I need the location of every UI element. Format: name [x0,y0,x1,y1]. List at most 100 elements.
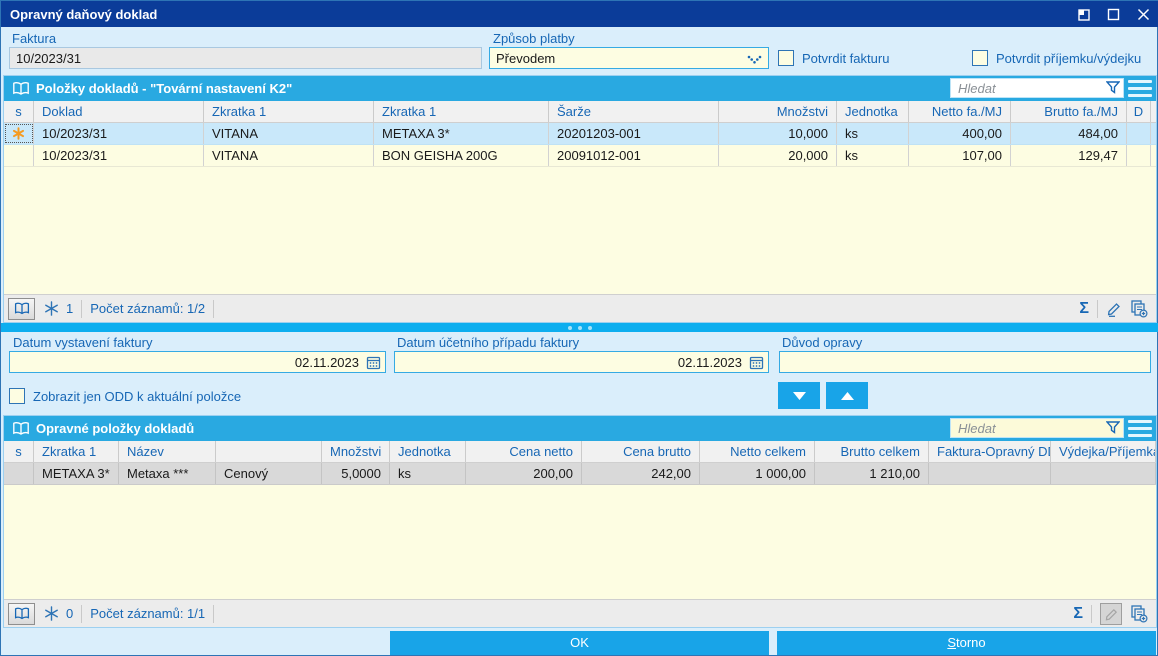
snowflake-icon [44,301,59,316]
calendar-icon[interactable] [749,355,764,373]
cell-mnozstvi[interactable]: 20,000 [719,145,837,166]
cell-mnozstvi[interactable]: 10,000 [719,123,837,144]
cell-jednotka[interactable]: ks [837,145,909,166]
column-header[interactable]: Brutto fa./MJ [1011,101,1127,122]
sum-icon[interactable]: Σ [1073,605,1083,622]
items-column-headers: s Doklad Zkratka 1 Zkratka 1 Šarže Množs… [4,101,1156,123]
cell-jednotka[interactable]: ks [390,463,466,484]
zpusob-platby-combobox[interactable] [489,47,769,69]
column-header[interactable]: Jednotka [390,441,466,462]
datum-uctevniho-value[interactable] [394,351,769,373]
corrective-items-header: Opravné položky dokladů [4,416,1156,441]
grid-menu-icon[interactable] [1128,80,1152,97]
cell-mnozstvi[interactable]: 5,0000 [322,463,390,484]
copy-add-icon[interactable] [1129,300,1148,318]
datum-vystaveni-field[interactable] [9,351,386,373]
cell-cena-brutto[interactable]: 242,00 [582,463,700,484]
cell-doklad[interactable]: 10/2023/31 [34,145,204,166]
cell-netto-celkem[interactable]: 1 000,00 [700,463,815,484]
cell-vydejka[interactable] [1051,463,1156,484]
combobox-dotted-chevron-icon[interactable] [747,53,762,68]
column-header[interactable]: Množstvi [719,101,837,122]
datum-vystaveni-value[interactable] [9,351,386,373]
column-header[interactable]: Doklad [34,101,204,122]
cell-nazev[interactable]: Metaxa *** [119,463,216,484]
filter-icon[interactable] [1105,81,1121,97]
column-header[interactable] [216,441,322,462]
book-view-button[interactable] [8,297,35,320]
cell-doklad[interactable]: 10/2023/31 [34,123,204,144]
cell-brutto-mj[interactable]: 484,00 [1011,123,1127,144]
column-header[interactable]: Brutto celkem [815,441,929,462]
column-header[interactable]: Množstvi [322,441,390,462]
restore-window-icon[interactable] [1073,4,1093,24]
current-record-marker-icon [4,123,34,144]
column-header[interactable]: Zkratka 1 [374,101,549,122]
column-header[interactable]: D [1127,101,1151,122]
corrective-search-input[interactable] [950,418,1124,438]
cell-sarze[interactable]: 20091012-001 [549,145,719,166]
cell-cena-netto[interactable]: 200,00 [466,463,582,484]
close-window-icon[interactable] [1133,4,1153,24]
cell-d[interactable] [1127,145,1151,166]
filter-icon[interactable] [1105,421,1121,437]
table-row[interactable]: 10/2023/31 VITANA BON GEISHA 200G 200910… [4,145,1156,167]
items-status-bar: 1 Počet záznamů: 1/2 Σ [4,294,1156,322]
calendar-icon[interactable] [366,355,381,373]
cell-typ[interactable]: Cenový [216,463,322,484]
column-header[interactable]: Výdejka/Příjemka [1051,441,1156,462]
column-header[interactable]: Zkratka 1 [34,441,119,462]
cell-faktura-odd[interactable] [929,463,1051,484]
datum-uctevniho-label: Datum účetního případu faktury [397,335,580,350]
corrective-search[interactable] [950,418,1124,438]
column-header[interactable]: Zkratka 1 [204,101,374,122]
cell-brutto-celkem[interactable]: 1 210,00 [815,463,929,484]
copy-add-icon[interactable] [1129,605,1148,623]
table-row-selected-inactive[interactable]: METAXA 3* Metaxa *** Cenový 5,0000 ks 20… [4,463,1156,485]
cell-brutto-mj[interactable]: 129,47 [1011,145,1127,166]
column-header[interactable]: Netto fa./MJ [909,101,1011,122]
cell-zkratka1[interactable]: METAXA 3* [34,463,119,484]
faktura-field [9,47,482,69]
splitter-handle[interactable] [1,323,1158,332]
cell-zkratka1b[interactable]: BON GEISHA 200G [374,145,549,166]
move-up-button[interactable] [826,382,868,409]
cell-d[interactable] [1127,123,1151,144]
column-header[interactable]: s [4,101,34,122]
sum-icon[interactable]: Σ [1079,300,1089,317]
zpusob-platby-value[interactable] [489,47,769,69]
column-header[interactable]: Šarže [549,101,719,122]
ok-button[interactable]: OK [390,631,769,655]
items-search[interactable] [950,78,1124,98]
cell-zkratka1[interactable]: VITANA [204,145,374,166]
column-header[interactable]: Faktura-Opravný DD [929,441,1051,462]
edit-pencil-icon[interactable] [1106,301,1122,317]
cell-zkratka1[interactable]: VITANA [204,123,374,144]
zobrazit-odd-checkbox[interactable] [9,388,25,404]
column-header[interactable]: Netto celkem [700,441,815,462]
move-down-button[interactable] [778,382,820,409]
cell-netto-mj[interactable]: 400,00 [909,123,1011,144]
column-header[interactable]: Cena netto [466,441,582,462]
grid-menu-icon[interactable] [1128,420,1152,437]
cell-netto-mj[interactable]: 107,00 [909,145,1011,166]
items-search-input[interactable] [950,78,1124,98]
cell-sarze[interactable]: 20201203-001 [549,123,719,144]
corrective-column-headers: s Zkratka 1 Název Množstvi Jednotka Cena… [4,441,1156,463]
column-header[interactable]: Název [119,441,216,462]
potvrdit-prijemku-checkbox[interactable] [972,50,988,66]
table-row-selected[interactable]: 10/2023/31 VITANA METAXA 3* 20201203-001… [4,123,1156,145]
corrective-items-title: Opravné položky dokladů [36,421,195,436]
cell-jednotka[interactable]: ks [837,123,909,144]
items-grid-panel: Položky dokladů - "Tovární nastavení K2"… [3,75,1157,323]
cell-zkratka1b[interactable]: METAXA 3* [374,123,549,144]
potvrdit-fakturu-checkbox[interactable] [778,50,794,66]
datum-uctevniho-field[interactable] [394,351,769,373]
column-header[interactable]: s [4,441,34,462]
storno-button[interactable]: Storno [777,631,1156,655]
book-view-button[interactable] [8,602,35,625]
column-header[interactable]: Cena brutto [582,441,700,462]
duvod-opravy-field[interactable] [779,351,1151,373]
maximize-window-icon[interactable] [1103,4,1123,24]
column-header[interactable]: Jednotka [837,101,909,122]
